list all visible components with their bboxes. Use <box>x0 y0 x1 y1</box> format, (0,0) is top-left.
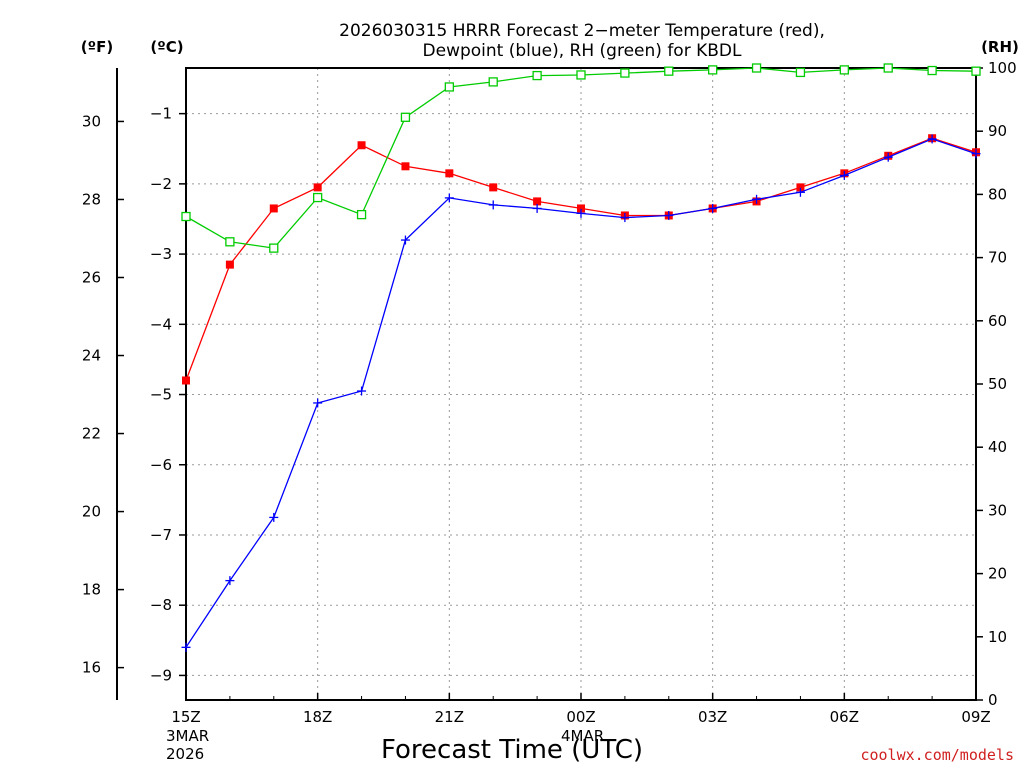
x-tick-sublabel: 4MAR <box>561 727 604 745</box>
dewpoint-point <box>225 576 235 586</box>
rh-point <box>313 192 323 203</box>
x-tick-label: 09Z <box>961 708 990 726</box>
rh-point <box>488 77 498 87</box>
rh-unit-label: (RH) <box>981 38 1019 56</box>
celsius-tick-label: −7 <box>150 526 172 544</box>
temperature-point <box>533 197 542 206</box>
rh-point <box>883 63 893 73</box>
dewpoint-point <box>488 200 498 210</box>
rh-point <box>708 65 718 75</box>
x-tick-label: 06Z <box>830 708 859 726</box>
dewpoint-point <box>664 210 674 220</box>
rh-point <box>576 70 586 80</box>
x-axis-label: Forecast Time (UTC) <box>381 735 643 765</box>
temperature-point <box>401 162 410 171</box>
dewpoint-point <box>839 170 849 180</box>
rh-point <box>620 68 630 78</box>
celsius-tick-label: −9 <box>150 666 172 684</box>
rh-point <box>971 66 981 76</box>
x-tick-label: 15Z <box>171 708 200 726</box>
celsius-tick-label: −6 <box>150 456 172 474</box>
data-series <box>181 63 981 652</box>
temperature-point <box>269 204 278 213</box>
dewpoint-point <box>313 398 323 408</box>
rh-point <box>269 243 279 253</box>
rh-tick-label: 60 <box>988 312 1007 330</box>
rh-tick-label: 80 <box>988 185 1007 203</box>
grid-lines <box>186 68 976 700</box>
dewpoint-point <box>269 512 279 522</box>
dewpoint-point <box>357 386 367 396</box>
celsius-tick-label: −2 <box>150 175 172 193</box>
rh-point <box>927 65 937 76</box>
temperature-point <box>313 183 322 192</box>
dewpoint-point <box>400 235 410 245</box>
celsius-tick-label: −5 <box>150 386 172 404</box>
rh-point <box>444 82 454 92</box>
temperature-point <box>182 376 190 385</box>
dewpoint-point <box>795 187 805 197</box>
rh-tick-label: 0 <box>988 691 998 709</box>
rh-point <box>181 211 191 222</box>
x-tick-label: 03Z <box>698 708 727 726</box>
fahrenheit-unit-label: (ºF) <box>81 38 113 56</box>
temperature-point <box>577 204 585 213</box>
rh-tick-label: 20 <box>988 565 1007 583</box>
rh-tick-label: 70 <box>988 249 1007 267</box>
temperature-point <box>796 183 805 192</box>
rh-tick-label: 90 <box>988 122 1007 140</box>
dewpoint-point <box>444 193 454 203</box>
plot-frame <box>185 67 977 701</box>
fahrenheit-tick-label: 30 <box>82 112 101 130</box>
fahrenheit-tick-label: 18 <box>82 581 101 599</box>
celsius-tick-label: −1 <box>150 105 172 123</box>
temperature-point <box>489 183 498 192</box>
dewpoint-point <box>971 149 981 159</box>
temperature-point <box>357 141 366 150</box>
rh-point <box>225 237 235 247</box>
dewpoint-point <box>752 194 762 204</box>
x-tick-label: 18Z <box>303 708 332 726</box>
celsius-unit-label: (ºC) <box>150 38 183 56</box>
chart-title-line-1: 2026030315 HRRR Forecast 2−meter Tempera… <box>339 21 825 41</box>
dewpoint-point <box>532 203 542 213</box>
dewpoint-point <box>576 208 586 218</box>
rh-tick-label: 50 <box>988 375 1007 393</box>
rh-tick-label: 10 <box>988 628 1007 646</box>
rh-point <box>532 70 542 81</box>
rh-point <box>664 66 674 76</box>
dewpoint-point <box>620 213 630 223</box>
dewpoint-point <box>181 642 191 652</box>
rh-point <box>356 209 367 220</box>
dewpoint-point <box>927 134 937 144</box>
celsius-tick-label: −4 <box>150 315 172 333</box>
x-tick-sublabel: 3MAR <box>166 727 209 745</box>
dewpoint-point <box>708 203 718 213</box>
fahrenheit-tick-label: 22 <box>82 425 101 443</box>
fahrenheit-tick-label: 20 <box>82 503 101 521</box>
temperature-point <box>225 260 234 269</box>
credit-text: coolwx.com/models <box>860 746 1014 764</box>
x-tick-sublabel: 2026 <box>166 745 204 763</box>
fahrenheit-tick-label: 28 <box>82 190 101 208</box>
temperature-point <box>445 169 454 178</box>
fahrenheit-tick-label: 16 <box>82 659 101 677</box>
rh-tick-label: 100 <box>988 59 1017 77</box>
celsius-tick-label: −8 <box>150 596 172 614</box>
chart-title-line-2: Dewpoint (blue), RH (green) for KBDL <box>423 41 742 61</box>
fahrenheit-tick-label: 24 <box>82 347 101 365</box>
fahrenheit-tick-label: 26 <box>82 268 101 286</box>
celsius-tick-label: −3 <box>150 245 172 263</box>
dewpoint-point <box>883 152 893 162</box>
rh-point <box>400 112 411 122</box>
rh-tick-label: 40 <box>988 438 1007 456</box>
rh-tick-label: 30 <box>988 501 1007 519</box>
rh-point <box>751 63 762 73</box>
rh-point <box>839 65 849 75</box>
x-tick-label: 21Z <box>435 708 464 726</box>
rh-point <box>795 67 806 78</box>
x-tick-label: 00Z <box>566 708 595 726</box>
